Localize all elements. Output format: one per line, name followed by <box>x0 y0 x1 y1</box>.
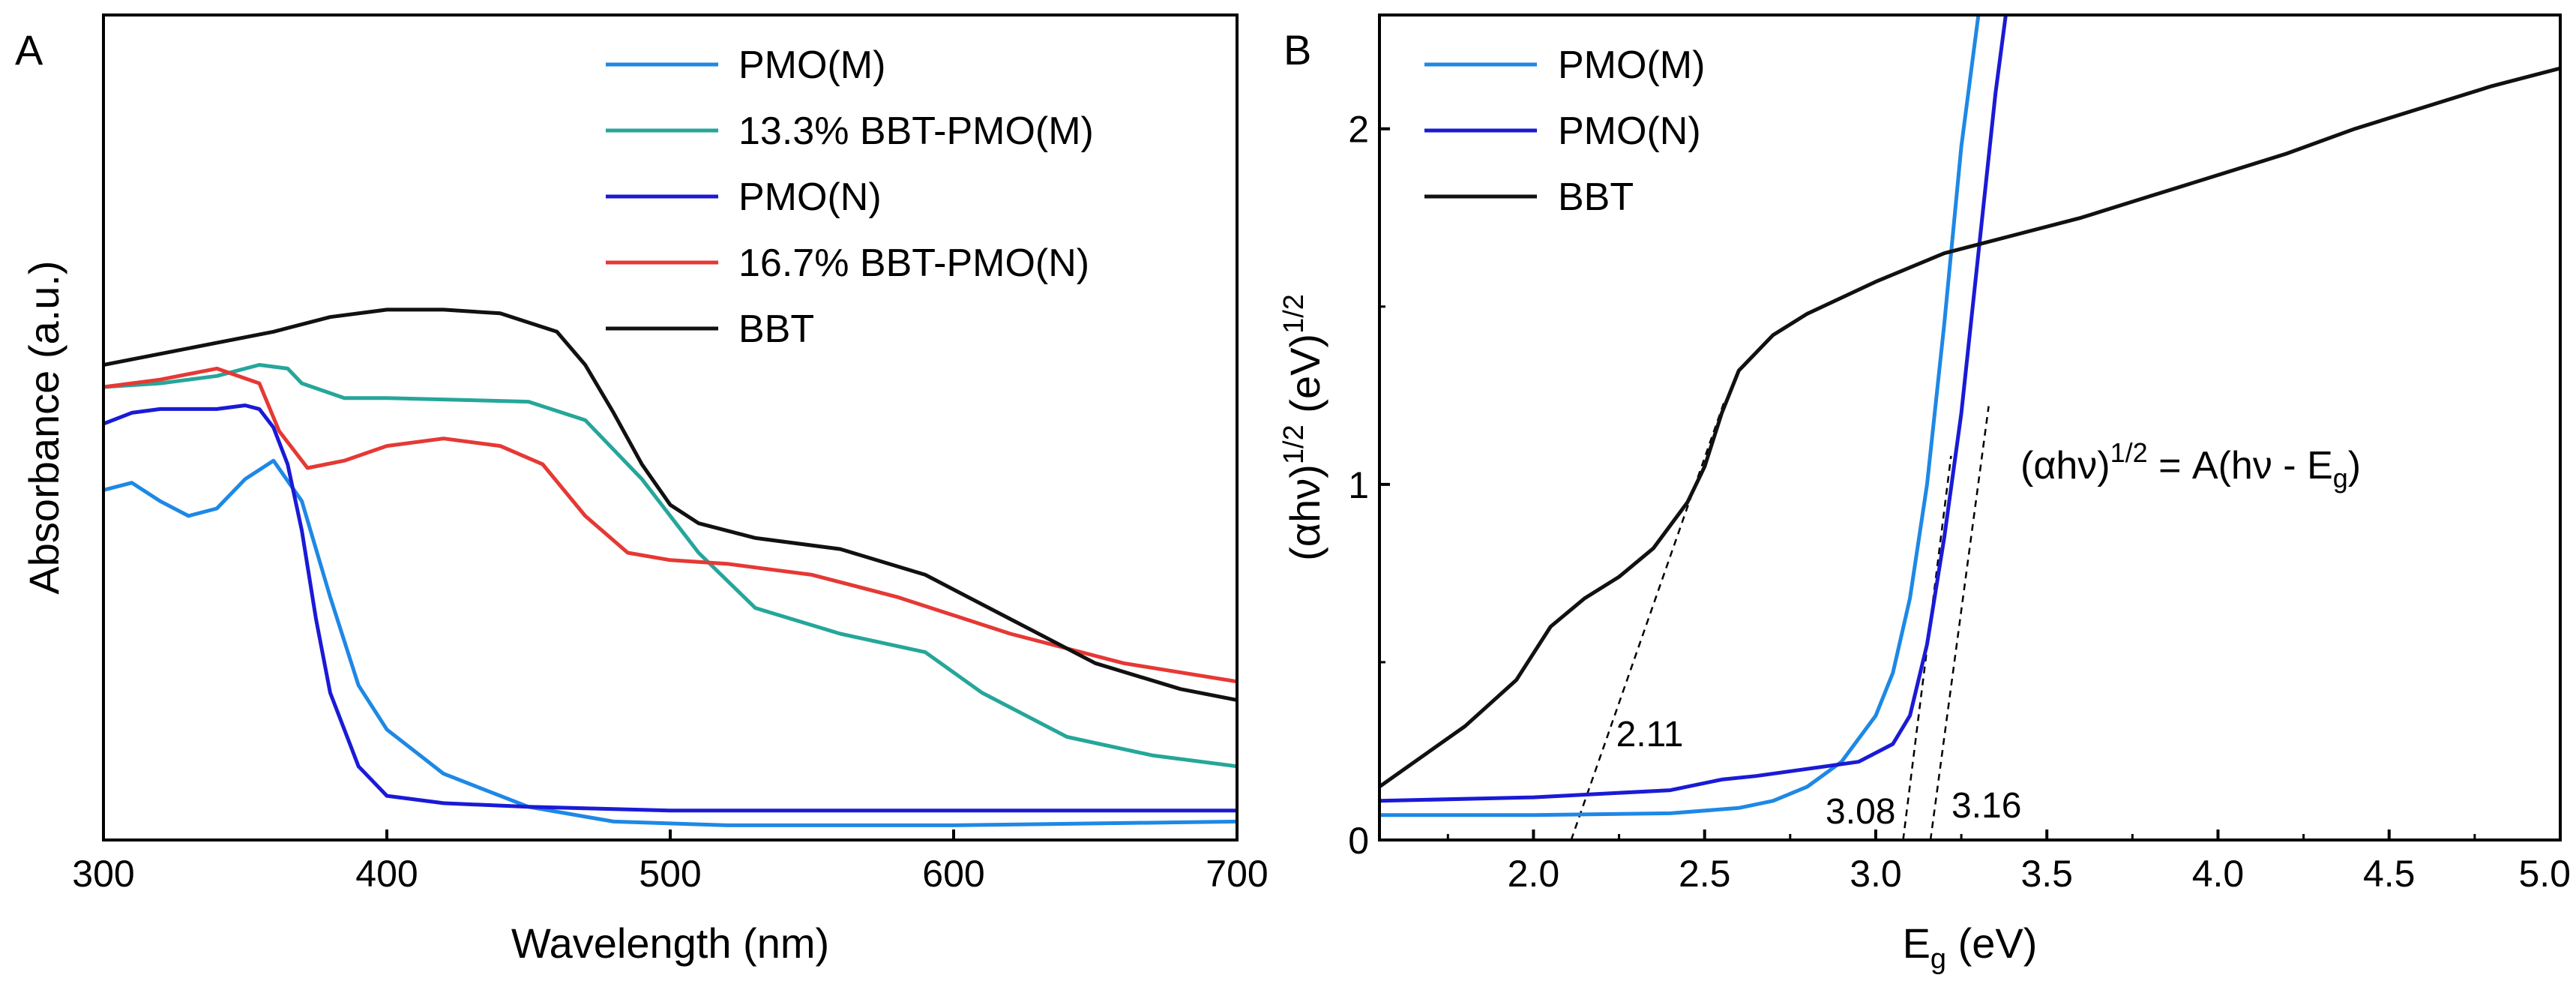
panel-b-equation-mid: = A(hν - E <box>2148 444 2333 488</box>
panel-a-letter: A <box>15 26 43 74</box>
panel-b-equation-sup: 1/2 <box>2110 437 2148 468</box>
panel-b-y-tick-label: 0 <box>1348 820 1369 862</box>
panel-b-y-axis-title-unit: (eV) <box>1281 334 1328 424</box>
panel-a-x-tick-label: 600 <box>922 853 984 895</box>
panel-b-x-tick-label: 3.0 <box>1850 853 1902 895</box>
panel-b-legend-label-0: PMO(M) <box>1558 44 1705 87</box>
panel-a-legend-label-2: PMO(N) <box>738 176 882 219</box>
panel-a-x-axis-title: Wavelength (nm) <box>511 920 829 967</box>
panel-a-x-tick-label: 500 <box>639 853 701 895</box>
panel-b-frame <box>1378 14 2562 842</box>
panel-a-legend-label-0: PMO(M) <box>738 44 885 87</box>
panel-a-series-line-1 <box>103 363 1237 769</box>
panel-b-plot-area <box>1379 15 2560 840</box>
panel-b-y-axis-title: (αhν)1/2 (eV)1/2 <box>1278 294 1328 561</box>
panel-a: 300 400 500 600 700 Wavelength (nm) Absorbance… <box>15 14 1269 967</box>
panel-a-y-axis-title: Absorbance (a.u.) <box>20 260 67 594</box>
panel-b-equation-rhs: ) <box>2348 444 2361 488</box>
panel-b-y-axis-title-main: (αhν) <box>1281 464 1328 561</box>
panel-b-series-line-2 <box>1379 66 2560 789</box>
panel-a-x-tick-label: 700 <box>1206 853 1268 895</box>
panel-b-x-tick-label: 4.5 <box>2363 853 2416 895</box>
panel-a-series-line-4 <box>103 308 1237 702</box>
panel-b-letter: B <box>1284 26 1311 74</box>
panel-b-legend-label-1: PMO(N) <box>1558 110 1701 153</box>
panel-a-series-line-3 <box>103 366 1237 684</box>
panel-b-x-tick-label: 2.0 <box>1508 853 1560 895</box>
panel-a-legend-label-4: BBT <box>738 308 814 351</box>
panel-b-y-tick-label: 1 <box>1348 464 1369 506</box>
panel-b-series-line-0 <box>1379 15 1981 818</box>
panel-b-x-axis-title-sub: g <box>1931 944 1946 975</box>
panel-b-equation: (αhν)1/2 = A(hν - Eg) <box>2020 437 2361 494</box>
panel-a-legend: PMO(M) 13.3% BBT-PMO(M) PMO(N) 16.7% BBT-PM… <box>606 44 1094 351</box>
panel-b-x-tick-label: 5.0 <box>2518 853 2571 895</box>
panel-b-x-axis-title-unit: (eV) <box>1946 920 2037 967</box>
panel-b-x-tick-label: 2.5 <box>1679 853 1731 895</box>
panel-b-annotation-0: 2.11 <box>1616 715 1684 754</box>
panel-b-x-axis-title-main: E <box>1903 920 1931 967</box>
panel-b-x-axis-title: Eg (eV) <box>1903 920 2038 975</box>
panel-a-series-line-0 <box>103 458 1237 827</box>
panel-b-equation-sub: g <box>2333 463 2348 494</box>
panel-b-y-tick-label: 2 <box>1348 109 1369 151</box>
panel-a-plot-area <box>103 308 1237 827</box>
panel-b-legend-label-2: BBT <box>1558 176 1634 219</box>
panel-b-annotation-2: 3.16 <box>1951 786 2021 826</box>
panel-b-x-tick-label: 4.0 <box>2192 853 2245 895</box>
panel-b-annotation-1: 3.08 <box>1826 792 1895 832</box>
panel-b-equation-lhs: (αhν) <box>2020 444 2110 488</box>
panel-b-tangent-line-0 <box>1570 398 1727 840</box>
panel-a-legend-label-1: 13.3% BBT-PMO(M) <box>738 110 1094 153</box>
panel-b-x-tick-label: 3.5 <box>2020 853 2073 895</box>
panel-b-y-axis-title-unit-sup: 1/2 <box>1278 294 1310 334</box>
panel-b-tangent-line-2 <box>1929 406 1990 840</box>
panel-a-legend-label-3: 16.7% BBT-PMO(N) <box>738 242 1089 285</box>
panel-a-x-tick-label: 400 <box>355 853 418 895</box>
panel-b-y-axis-title-sup: 1/2 <box>1278 424 1310 464</box>
panel-a-x-tick-label: 300 <box>72 853 134 895</box>
panel-a-series-line-2 <box>103 404 1237 813</box>
panel-b-series-line-1 <box>1379 15 2008 803</box>
panel-b-legend: PMO(M) PMO(N) BBT <box>1424 44 1705 219</box>
